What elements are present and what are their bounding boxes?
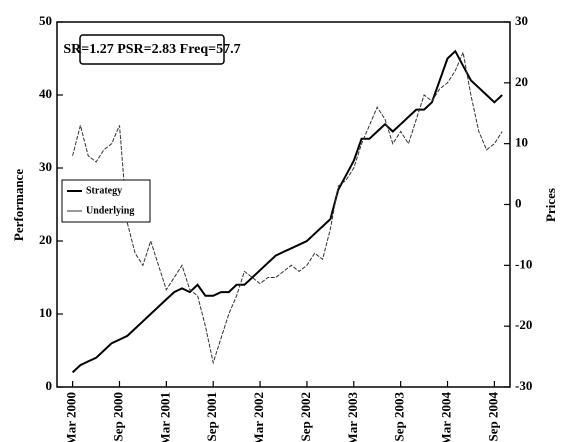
series-line bbox=[71, 49, 503, 374]
legend-label: Strategy bbox=[86, 185, 122, 196]
y-axis-label: Performance bbox=[11, 169, 26, 241]
y2-tick-label: 20 bbox=[515, 74, 528, 89]
annotation-box bbox=[79, 34, 225, 65]
y-tick-label: 50 bbox=[39, 13, 52, 28]
annotation: SR=1.27 PSR=2.83 Freq=57.7 bbox=[63, 42, 240, 57]
y-tick-label: 10 bbox=[39, 305, 52, 320]
y2-tick-label: 10 bbox=[515, 135, 528, 150]
y2-axis-label: Prices bbox=[543, 188, 558, 222]
y2-tick-label: 30 bbox=[515, 13, 528, 28]
x-tick-label: Sep 2004 bbox=[485, 392, 500, 442]
x-tick-label: Mar 2000 bbox=[64, 392, 79, 442]
y2-tick-label: -20 bbox=[515, 317, 532, 332]
y2-tick-label: 0 bbox=[515, 195, 522, 210]
y-tick-label: 40 bbox=[39, 86, 52, 101]
legend-label: Underlying bbox=[86, 205, 134, 216]
series-line bbox=[72, 50, 503, 365]
y-tick-label: 0 bbox=[46, 378, 53, 393]
x-tick-label: Sep 2000 bbox=[110, 392, 125, 441]
x-tick-label: Mar 2001 bbox=[157, 392, 172, 442]
y-tick-label: 20 bbox=[39, 232, 52, 247]
y2-tick-label: -10 bbox=[515, 256, 532, 271]
x-tick-label: Mar 2002 bbox=[251, 392, 266, 442]
x-tick-label: Mar 2003 bbox=[345, 392, 360, 442]
x-tick-label: Mar 2004 bbox=[439, 392, 454, 442]
y-tick-label: 30 bbox=[39, 159, 52, 174]
y2-tick-label: -30 bbox=[515, 378, 532, 393]
legend-box bbox=[61, 179, 151, 223]
x-tick-label: Sep 2002 bbox=[298, 392, 313, 441]
x-tick-label: Sep 2001 bbox=[204, 392, 219, 441]
x-tick-label: Sep 2003 bbox=[392, 392, 407, 442]
